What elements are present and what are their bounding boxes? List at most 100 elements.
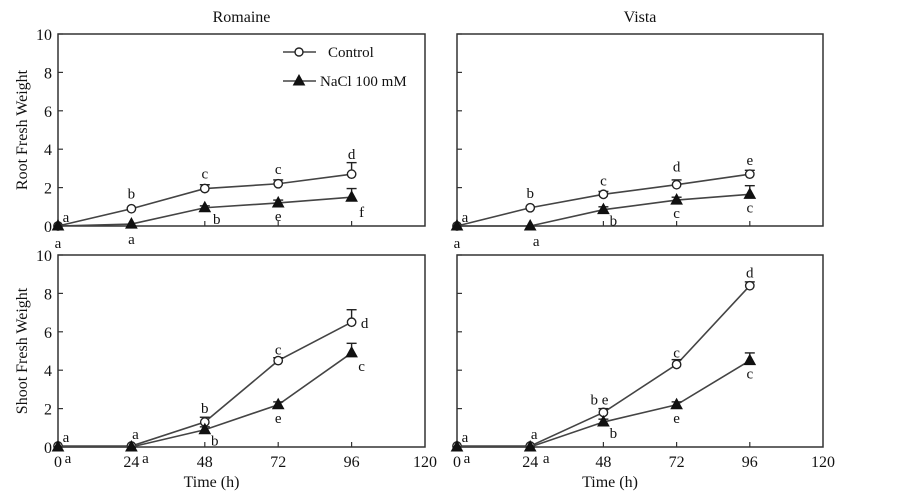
significance-letter: d (348, 147, 356, 163)
significance-letter: c (275, 343, 282, 359)
data-point-nacl (523, 218, 537, 231)
significance-letter: e (673, 411, 680, 427)
significance-letter: a (464, 451, 471, 467)
data-point-nacl (271, 397, 285, 410)
series-nacl: a a b c c (450, 184, 757, 252)
significance-letter: a (63, 210, 70, 226)
y-tick-label: 6 (44, 104, 52, 121)
y-tick-label: 8 (44, 65, 52, 82)
series-control: a b c c d (53, 147, 357, 231)
significance-letter: b (128, 187, 136, 203)
series-control: a a b c d (53, 309, 369, 451)
y-tick-label: 8 (44, 286, 52, 303)
significance-letter: b (213, 212, 221, 228)
data-point-nacl (523, 439, 537, 452)
significance-letter: b (211, 434, 219, 450)
significance-letter: b (610, 426, 618, 442)
significance-letter: a (531, 427, 538, 443)
plot-frame (456, 254, 824, 448)
significance-letter: a (533, 234, 540, 250)
x-tick-label: 48 (197, 454, 213, 471)
x-tick-label: 0 (453, 454, 461, 471)
x-tick-label: 48 (595, 454, 611, 471)
data-point-control (273, 178, 284, 189)
panel-title: Vista (624, 9, 657, 26)
data-point-control (671, 179, 682, 190)
data-point-control (126, 203, 137, 214)
significance-letter: a (462, 210, 469, 226)
data-point-control (346, 317, 357, 328)
data-point-nacl (743, 353, 757, 366)
significance-letter: a (65, 451, 72, 467)
x-tick-label: 120 (413, 454, 437, 471)
significance-letter: c (201, 167, 208, 183)
data-point-control (199, 183, 210, 194)
data-point-control (598, 189, 609, 200)
y-axis-label: Root Fresh Weight (14, 69, 31, 190)
significance-letter: c (275, 162, 282, 178)
series-control: a b c d e (452, 153, 755, 231)
significance-letter: c (358, 359, 365, 375)
data-point-nacl (743, 187, 757, 199)
significance-letter: e (275, 411, 282, 427)
data-point-nacl (597, 415, 610, 427)
x-tick-label: 0 (54, 454, 62, 471)
data-point-nacl (670, 397, 683, 410)
significance-letter: c (600, 173, 607, 189)
data-point-nacl (198, 200, 212, 213)
significance-letter: c (673, 206, 680, 222)
y-tick-label: 10 (36, 27, 52, 44)
data-point-control (671, 359, 682, 370)
significance-letter: b (610, 214, 618, 230)
significance-letter: a (142, 451, 149, 467)
significance-letter: d (746, 266, 754, 282)
y-tick-label: 6 (44, 325, 52, 342)
y-tick-label: 0 (44, 219, 52, 236)
x-tick-label: 96 (344, 454, 360, 471)
significance-letter: e (746, 153, 753, 169)
x-axis-label: Time (h) (582, 474, 638, 491)
y-tick-label: 4 (44, 363, 52, 380)
x-tick-label: 72 (270, 454, 286, 471)
plot-frame (57, 254, 426, 448)
data-point-nacl (125, 439, 138, 452)
data-point-control (346, 169, 357, 180)
legend-label: Control (328, 45, 374, 61)
significance-letter: c (746, 367, 753, 383)
panel-title: Romaine (213, 9, 271, 26)
data-point-control (525, 202, 536, 213)
legend-label: NaCl 100 mM (320, 74, 407, 90)
y-tick-label: 10 (36, 248, 52, 265)
data-point-nacl (345, 190, 358, 202)
legend-marker-circle (294, 47, 304, 57)
y-tick-label: 2 (44, 181, 52, 198)
series-nacl: a ab e f (51, 187, 364, 252)
significance-letter: a (63, 430, 70, 446)
significance-letter: a (462, 430, 469, 446)
significance-letter: a (128, 232, 135, 248)
y-tick-label: 0 (44, 440, 52, 457)
data-point-nacl (670, 193, 683, 205)
legend: Control NaCl 100 mM (283, 45, 407, 90)
plot-frame (57, 33, 426, 227)
data-point-nacl (450, 439, 464, 452)
significance-letter: c (673, 345, 680, 361)
x-tick-label: 96 (742, 454, 758, 471)
legend-item-control: Control (283, 45, 374, 61)
data-point-control (273, 355, 284, 366)
plot-frame (456, 33, 824, 227)
significance-letter: c (746, 200, 753, 216)
significance-letter: d (361, 316, 369, 332)
data-point-nacl (597, 202, 610, 215)
x-tick-label: 24 (123, 454, 139, 471)
data-point-nacl (51, 439, 65, 452)
significance-letter: a (543, 451, 550, 467)
y-tick-label: 4 (44, 142, 52, 159)
